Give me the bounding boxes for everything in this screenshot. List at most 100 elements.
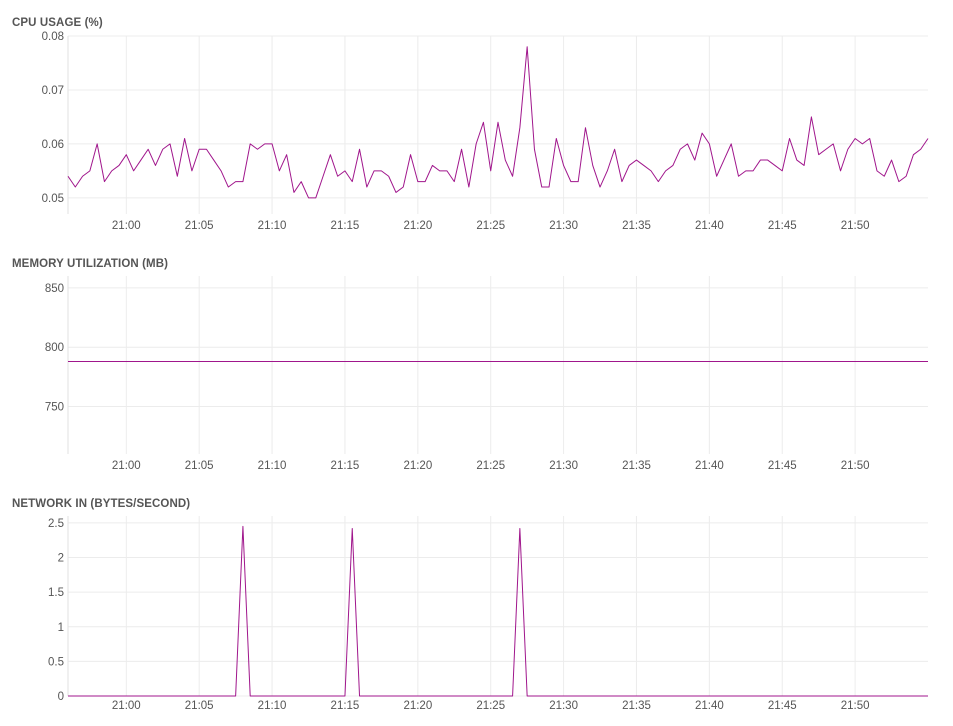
cpu-data-point	[665, 170, 666, 171]
cpu-x-tick-label: 21:20	[403, 220, 432, 232]
cpu-data-point	[206, 149, 207, 150]
cpu-data-point	[614, 149, 615, 150]
cpu-data-point	[308, 197, 309, 198]
cpu-data-point	[271, 143, 272, 144]
cpu-data-point	[534, 149, 535, 150]
cpu-data-point	[680, 149, 681, 150]
cpu-data-point	[410, 154, 411, 155]
network-y-tick-label: 2	[58, 553, 64, 565]
cpu-data-point	[774, 165, 775, 166]
cpu-data-point	[527, 46, 528, 47]
cpu-data-point	[126, 154, 127, 155]
network-x-tick-label: 21:00	[112, 700, 141, 712]
cpu-x-tick-label: 21:30	[549, 220, 578, 232]
cpu-data-point	[723, 159, 724, 160]
cpu-data-point	[906, 176, 907, 177]
network-data-point	[242, 526, 243, 527]
network-x-tick-label: 21:20	[403, 700, 432, 712]
cpu-usage-chart: 21:00 21:05 21:10 21:15 21:20 21:25 21:30 21:35…	[42, 31, 929, 232]
memory-x-tick-label: 21:40	[695, 460, 724, 472]
cpu-data-point	[643, 165, 644, 166]
cpu-data-point	[191, 170, 192, 171]
network-data-point	[519, 528, 520, 529]
network-x-tick-label: 21:50	[841, 700, 870, 712]
cpu-data-point	[97, 143, 98, 144]
cpu-data-point	[840, 170, 841, 171]
network-data-point	[67, 695, 68, 696]
cpu-data-point	[82, 176, 83, 177]
cpu-data-point	[607, 170, 608, 171]
cpu-data-point	[745, 170, 746, 171]
cpu-data-point	[592, 165, 593, 166]
cpu-data-point	[497, 122, 498, 123]
network-x-tick-label: 21:45	[768, 700, 797, 712]
cpu-data-point	[395, 192, 396, 193]
cpu-data-point	[104, 181, 105, 182]
network-x-tick-label: 21:30	[549, 700, 578, 712]
cpu-data-point	[242, 181, 243, 182]
cpu-data-point	[417, 181, 418, 182]
memory-x-tick-label: 21:20	[403, 460, 432, 472]
cpu-data-point	[301, 181, 302, 182]
memory-x-tick-label: 21:35	[622, 460, 651, 472]
cpu-data-point	[366, 186, 367, 187]
network-y-tick-label: 1.5	[48, 587, 64, 599]
cpu-data-point	[381, 170, 382, 171]
cpu-data-point	[913, 154, 914, 155]
network-x-tick-label: 21:40	[695, 700, 724, 712]
cpu-x-tick-label: 21:15	[331, 220, 360, 232]
cpu-data-point	[468, 186, 469, 187]
cpu-data-point	[876, 170, 877, 171]
network-y-tick-label: 0.5	[48, 656, 64, 668]
cpu-data-point	[687, 143, 688, 144]
cpu-data-point	[169, 143, 170, 144]
cpu-data-point	[891, 159, 892, 160]
cpu-data-point	[75, 186, 76, 187]
network-data-point	[352, 528, 353, 529]
cpu-data-point	[337, 176, 338, 177]
cpu-data-point	[374, 170, 375, 171]
cpu-data-point	[621, 181, 622, 182]
memory-utilization-panel: MEMORY UTILIZATION (MB) 21:00 21:05 21:10 2…	[0, 240, 953, 480]
cpu-usage-title: CPU USAGE (%)	[12, 17, 103, 29]
cpu-data-point	[177, 176, 178, 177]
cpu-data-point	[446, 170, 447, 171]
network-data-point	[527, 695, 528, 696]
cpu-data-point	[519, 127, 520, 128]
cpu-x-tick-label: 21:35	[622, 220, 651, 232]
network-data-point	[359, 695, 360, 696]
cpu-data-point	[658, 181, 659, 182]
cpu-data-point	[796, 159, 797, 160]
cpu-y-tick-label: 0.07	[42, 85, 64, 97]
cpu-data-point	[199, 149, 200, 150]
cpu-data-point	[155, 165, 156, 166]
cpu-data-point	[556, 138, 557, 139]
cpu-data-point	[476, 143, 477, 144]
cpu-data-point	[235, 181, 236, 182]
network-x-tick-label: 21:05	[185, 700, 214, 712]
cpu-data-point	[483, 122, 484, 123]
cpu-data-point	[220, 170, 221, 171]
cpu-y-tick-label: 0.06	[42, 139, 64, 151]
cpu-data-point	[847, 149, 848, 150]
network-x-tick-label: 21:10	[258, 700, 287, 712]
cpu-x-tick-label: 21:40	[695, 220, 724, 232]
cpu-data-point	[752, 170, 753, 171]
cpu-data-point	[213, 159, 214, 160]
cpu-data-point	[67, 176, 68, 177]
cpu-data-point	[118, 165, 119, 166]
cpu-data-point	[322, 176, 323, 177]
cpu-data-point	[505, 159, 506, 160]
cpu-data-point	[293, 192, 294, 193]
cpu-data-point	[884, 176, 885, 177]
cpu-data-point	[731, 143, 732, 144]
cpu-data-point	[709, 143, 710, 144]
cpu-data-point	[425, 181, 426, 182]
memory-x-tick-label: 21:00	[112, 460, 141, 472]
cpu-data-point	[869, 138, 870, 139]
cpu-data-point	[279, 170, 280, 171]
cpu-data-point	[352, 181, 353, 182]
network-x-tick-label: 21:15	[331, 700, 360, 712]
network-in-title: NETWORK IN (BYTES/SECOND)	[12, 498, 191, 510]
cpu-data-point	[439, 170, 440, 171]
